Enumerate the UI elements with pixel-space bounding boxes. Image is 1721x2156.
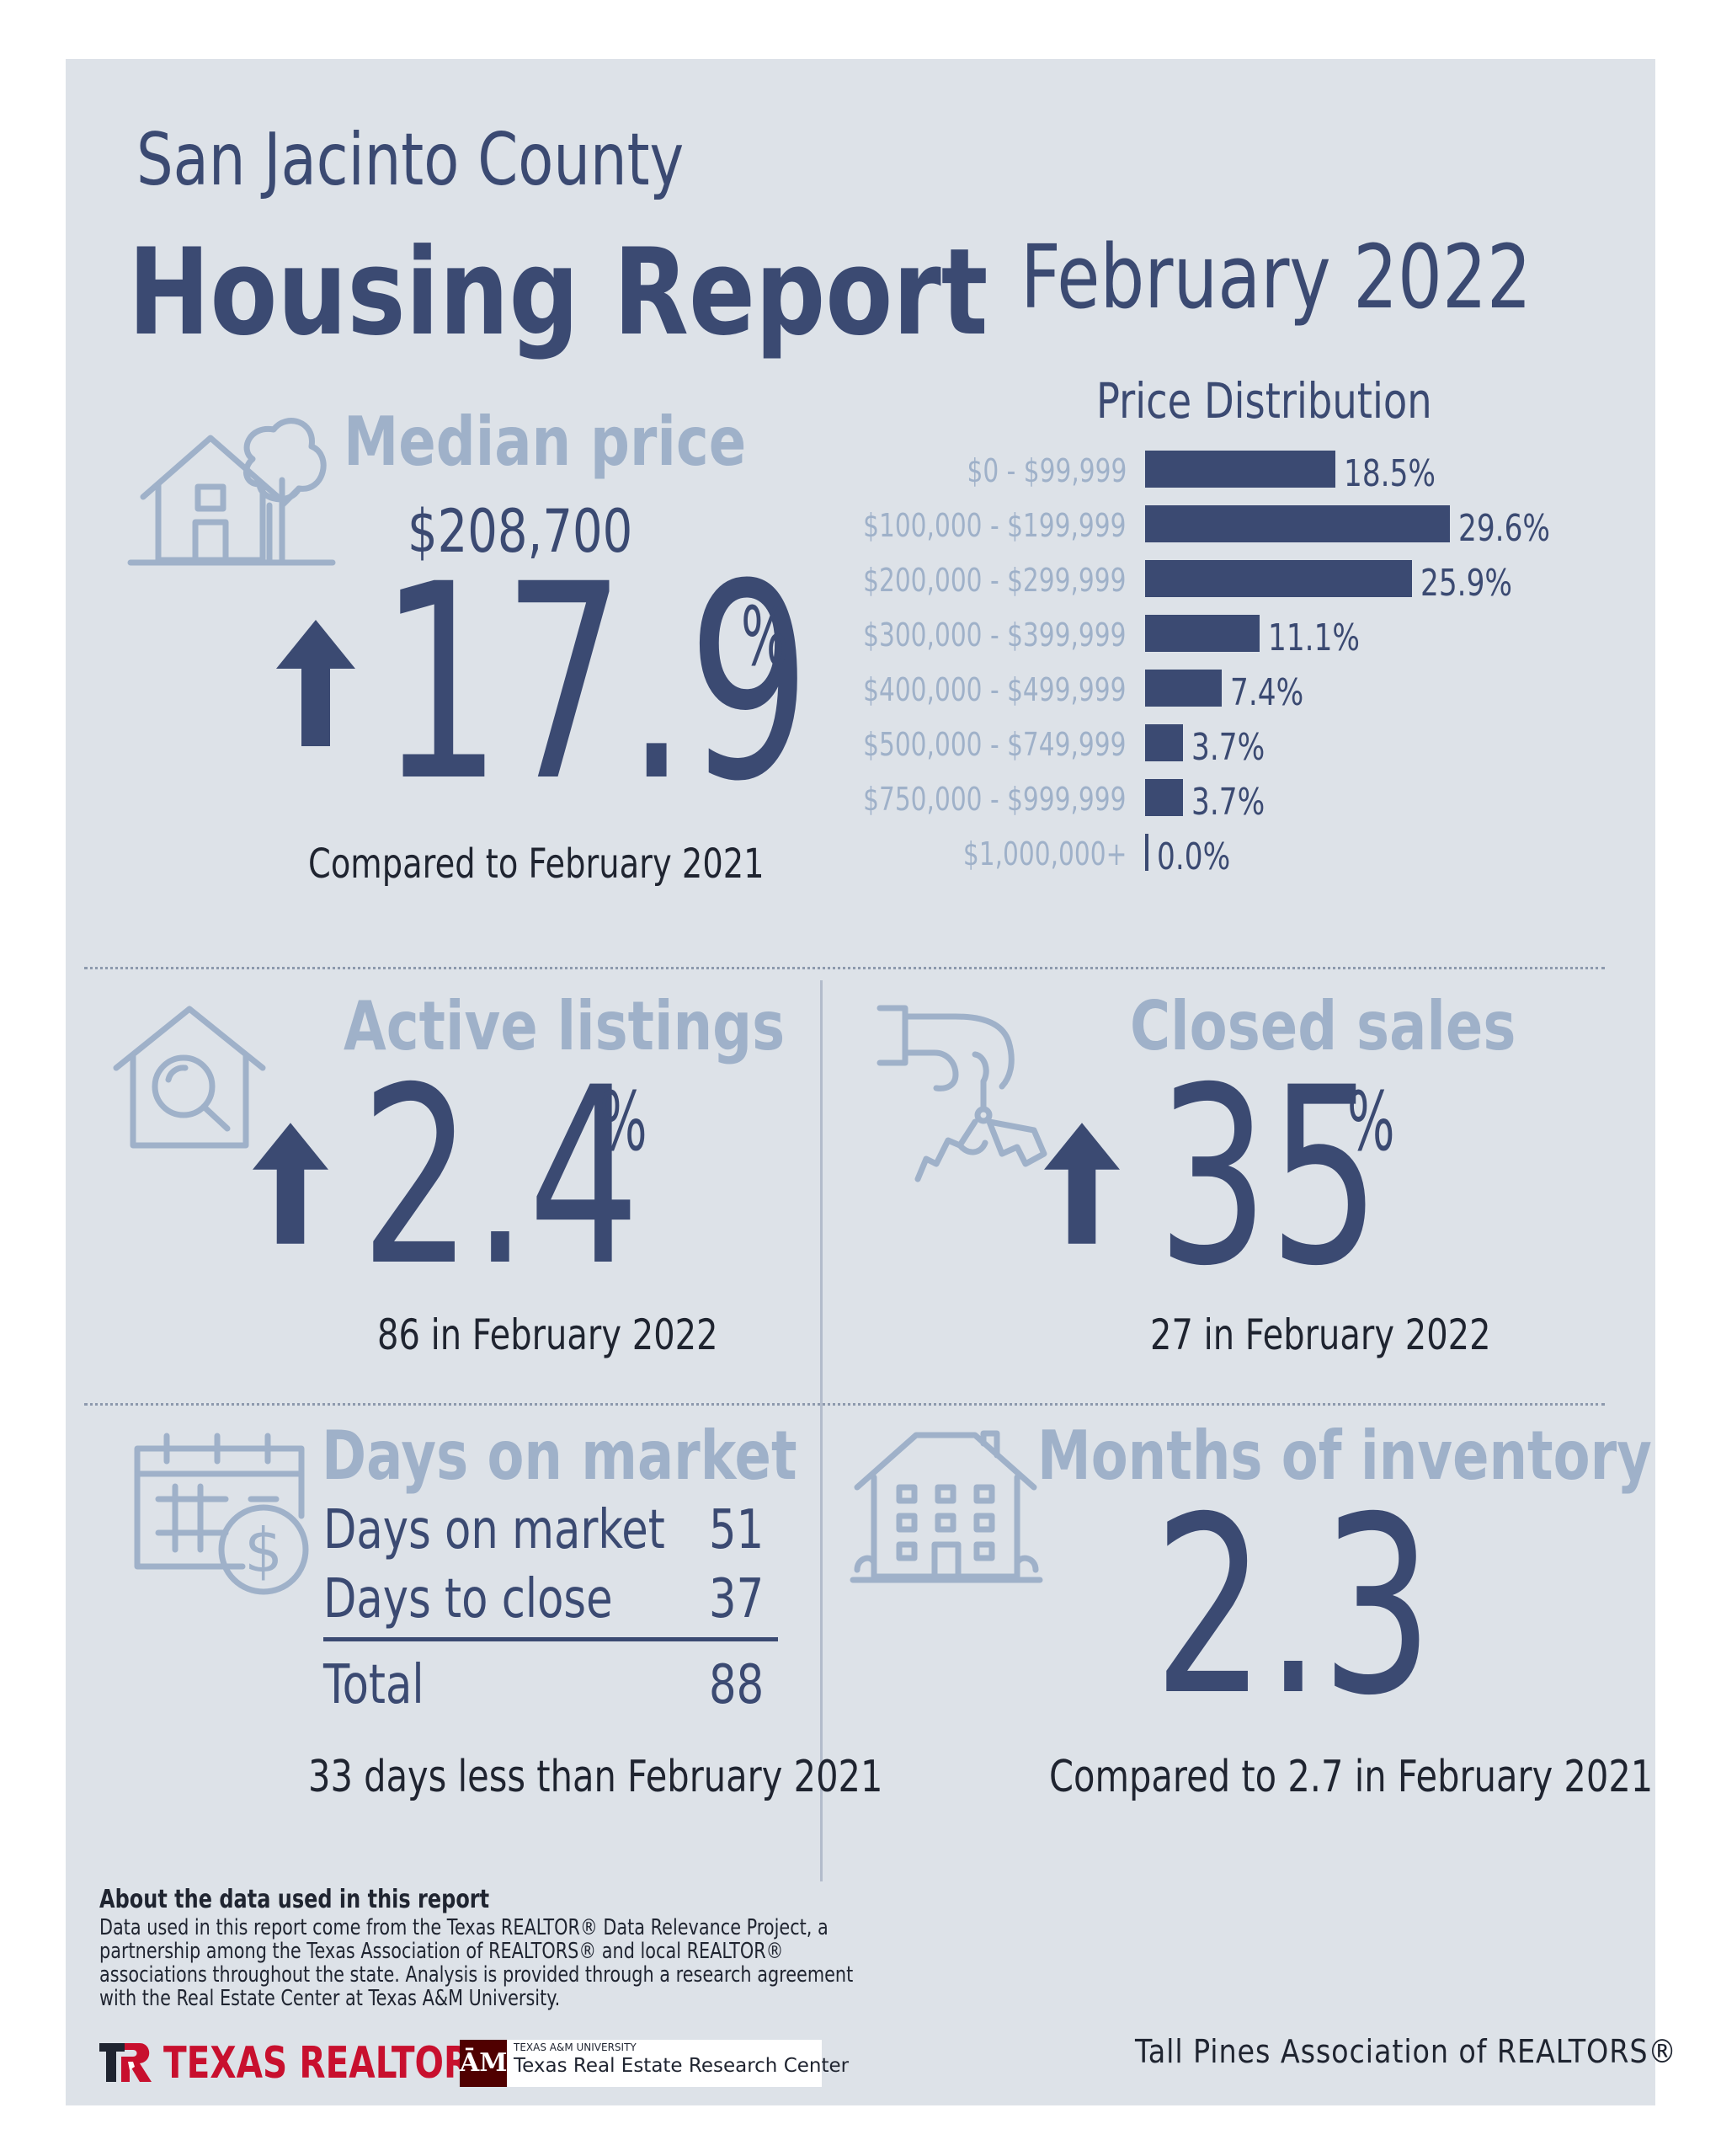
median-price-unit: %	[741, 590, 789, 684]
price-category-label: $0 - $99,999	[967, 452, 1127, 489]
days-on-market-note: 33 days less than February 2021	[308, 1752, 883, 1802]
county-name: San Jacinto County	[136, 118, 685, 202]
median-price-note: Compared to February 2021	[308, 841, 765, 888]
dom-row-label: Days on market	[323, 1499, 665, 1561]
house-magnifier-icon	[113, 1006, 266, 1149]
calendar-dollar-icon: $	[134, 1433, 309, 1595]
price-bar-value: 3.7%	[1191, 726, 1265, 769]
total-value: 88	[709, 1654, 765, 1716]
price-bar	[1145, 834, 1148, 871]
dtc-row-value: 37	[709, 1568, 765, 1630]
about-title: About the data used in this report	[99, 1885, 490, 1914]
svg-text:$: $	[244, 1515, 283, 1586]
tamu-logo-icon: ĀM	[460, 2040, 507, 2087]
price-bar	[1145, 670, 1222, 707]
tamu-badge	[460, 2040, 822, 2087]
divider-middle	[84, 1403, 1605, 1406]
closed-sales-unit: %	[1347, 1075, 1395, 1169]
price-bar	[1145, 451, 1336, 488]
active-listings-note: 86 in February 2022	[377, 1310, 718, 1359]
active-listings-label: Active listings	[344, 987, 786, 1065]
report-panel	[66, 59, 1655, 2105]
price-bar-value: 18.5%	[1344, 452, 1436, 495]
price-bar-value: 11.1%	[1267, 616, 1360, 659]
price-category-label: $1,000,000+	[962, 835, 1127, 873]
texas-realtors-logo-icon	[99, 2043, 152, 2082]
texas-realtors-logo: TEXAS REALTORS	[163, 2038, 495, 2089]
association-name: Tall Pines Association of REALTORS®	[1135, 2033, 1677, 2070]
tamu-center-name: Texas Real Estate Research Center	[514, 2055, 850, 2077]
price-bar-value: 7.4%	[1229, 671, 1303, 714]
about-line: associations throughout the state. Analy…	[99, 1962, 854, 1988]
total-rule	[323, 1637, 778, 1641]
divider-top	[84, 967, 1605, 969]
townhouse-icon	[850, 1430, 1043, 1583]
active-listings-change: 2.4	[360, 1036, 641, 1320]
months-inventory-value: 2.3	[1154, 1465, 1434, 1749]
arrow-up-icon	[276, 620, 355, 746]
arrow-up-icon	[253, 1123, 328, 1244]
price-category-label: $500,000 - $749,999	[863, 726, 1127, 763]
tamu-university: TEXAS A&M UNIVERSITY	[514, 2041, 637, 2053]
months-inventory-label: Months of inventory	[1037, 1417, 1652, 1495]
months-inventory-note: Compared to 2.7 in February 2021	[1049, 1752, 1654, 1802]
price-distribution-chart: $0 - $99,999 18.5% $100,000 - $199,999 29.6…	[758, 451, 1600, 889]
closed-sales-note: 27 in February 2022	[1150, 1310, 1491, 1359]
house-tree-icon	[127, 418, 336, 566]
price-bar-value: 25.9%	[1420, 562, 1512, 605]
price-category-label: $200,000 - $299,999	[863, 562, 1127, 599]
price-distribution-title: Price Distribution	[1096, 372, 1432, 430]
arrow-up-icon	[1044, 1123, 1120, 1244]
price-bar	[1145, 779, 1184, 816]
price-bar-value: 3.7%	[1191, 781, 1265, 824]
closed-sales-label: Closed sales	[1130, 987, 1516, 1065]
median-price-value: $208,700	[408, 497, 633, 566]
closed-sales-change: 35	[1157, 1036, 1381, 1320]
price-bar-value: 29.6%	[1458, 507, 1551, 550]
price-category-label: $750,000 - $999,999	[863, 781, 1127, 818]
price-bar	[1145, 615, 1260, 652]
dom-row-value: 51	[709, 1499, 765, 1561]
report-period: February 2022	[1020, 226, 1532, 328]
price-bar	[1145, 505, 1450, 542]
report-title: Housing Report	[128, 223, 988, 362]
price-bar	[1145, 560, 1412, 597]
price-bar	[1145, 724, 1184, 761]
median-price-label: Median price	[344, 403, 747, 481]
divider-vertical	[820, 980, 823, 1881]
active-listings-unit: %	[599, 1075, 647, 1169]
about-line: with the Real Estate Center at Texas A&M…	[99, 1986, 561, 2011]
days-on-market-label: Days on market	[322, 1417, 797, 1495]
price-category-label: $300,000 - $399,999	[863, 616, 1127, 654]
median-price-change: 17.9	[379, 527, 811, 841]
about-line: Data used in this report come from the T…	[99, 1915, 829, 1940]
price-category-label: $100,000 - $199,999	[863, 507, 1127, 544]
about-line: partnership among the Texas Association …	[99, 1939, 784, 1964]
price-bar-value: 0.0%	[1157, 835, 1231, 878]
hand-keys-icon	[876, 1005, 1047, 1182]
dtc-row-label: Days to close	[323, 1568, 613, 1630]
price-category-label: $400,000 - $499,999	[863, 671, 1127, 708]
total-label: Total	[323, 1654, 424, 1716]
